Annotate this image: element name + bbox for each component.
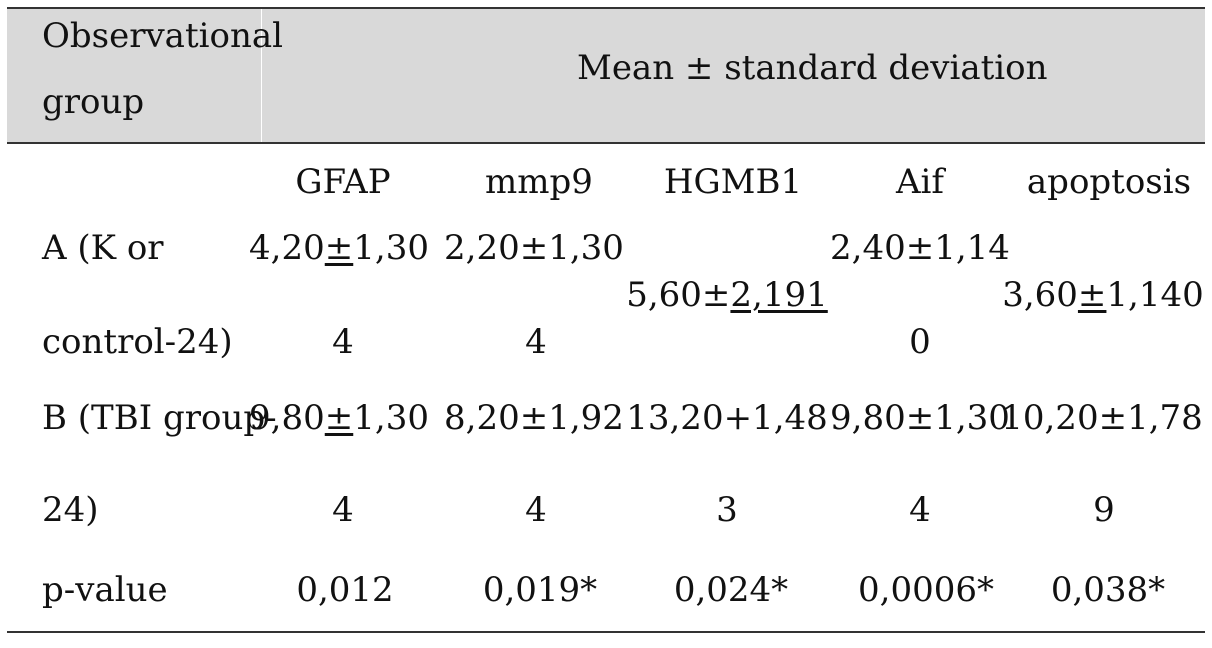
p-value-label: p-value (42, 570, 168, 610)
header-band (7, 8, 1205, 143)
row-b-gfap-cont: 4 (332, 490, 354, 530)
p-value-mmp9: 0,019* (482, 570, 598, 610)
row-a-gfap: 4,20±1,30 (249, 228, 429, 268)
p-value-hgmb1: 0,024* (673, 570, 789, 610)
row-a-label-line2: control-24) (42, 322, 233, 362)
p-value-gfap: 0,012 (296, 570, 394, 610)
row-a-apoptosis-sd: 1,140 (1106, 275, 1204, 315)
row-b-gfap-sd: 1,30 (353, 398, 429, 438)
row-b-gfap-mean: 9,80 (249, 398, 325, 438)
row-b-gfap: 9,80±1,30 (249, 398, 429, 438)
row-b-apoptosis: 10,20±1,78 (1001, 398, 1203, 438)
row-b-mmp9: 8,20±1,92 (444, 398, 624, 438)
row-a-apoptosis-mean: 3,60 (1002, 275, 1078, 315)
mean-sd-header: Mean ± standard deviation (577, 48, 1048, 88)
row-a-aif-cont: 0 (909, 322, 931, 362)
row-a-gfap-cont: 4 (332, 322, 354, 362)
col-header-hgmb1: HGMB1 (663, 162, 803, 202)
row-a-aif: 2,40±1,14 (830, 228, 1010, 268)
row-b-aif-cont: 4 (909, 490, 931, 530)
row-b-label-line1: B (TBI group- (42, 398, 277, 438)
row-a-apoptosis-pm: ± (1077, 275, 1107, 315)
row-b-gfap-pm: ± (324, 398, 354, 438)
header-rule (7, 142, 1205, 144)
row-b-aif: 9,80±1,30 (830, 398, 1010, 438)
p-value-aif: 0,0006* (858, 570, 994, 610)
group-header-line1: Observational (42, 16, 283, 56)
row-a-hgmb1-mean: 5,60± (626, 275, 731, 315)
col-header-apoptosis: apoptosis (1026, 162, 1192, 202)
header-column-divider (261, 8, 262, 142)
row-a-label-line1: A (K or (42, 228, 164, 268)
row-a-gfap-sd: 1,30 (353, 228, 429, 268)
row-b-label-line2: 24) (42, 490, 99, 530)
col-header-gfap: GFAP (295, 162, 391, 202)
col-header-aif: Aif (895, 162, 945, 202)
row-a-mmp9: 2,20±1,30 (444, 228, 624, 268)
row-b-mmp9-cont: 4 (525, 490, 547, 530)
top-rule (7, 7, 1205, 9)
row-b-apoptosis-cont: 9 (1093, 490, 1115, 530)
row-a-hgmb1-sd: 2,191 (730, 275, 828, 315)
row-a-mmp9-cont: 4 (525, 322, 547, 362)
row-b-hgmb1: 13,20+1,48 (626, 398, 828, 438)
row-a-gfap-pm: ± (324, 228, 354, 268)
p-value-apoptosis: 0,038* (1050, 570, 1166, 610)
group-header-line2: group (42, 82, 145, 122)
row-b-hgmb1-cont: 3 (716, 490, 738, 530)
col-header-mmp9: mmp9 (485, 162, 593, 202)
row-a-gfap-mean: 4,20 (249, 228, 325, 268)
row-a-apoptosis: 3,60±1,140 (1002, 275, 1204, 315)
row-a-hgmb1: 5,60±2,191 (626, 275, 828, 315)
bottom-rule (7, 631, 1205, 633)
